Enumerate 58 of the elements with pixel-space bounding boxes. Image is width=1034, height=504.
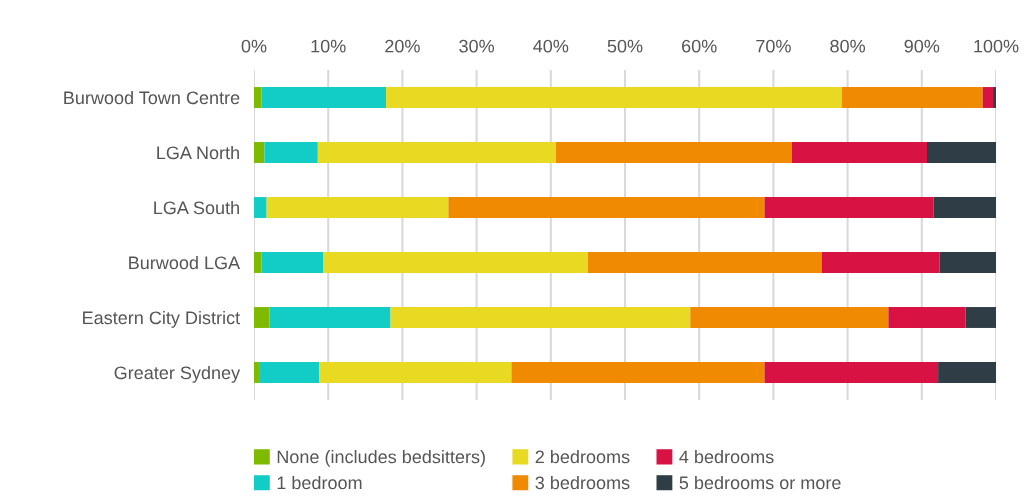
bar bbox=[261, 252, 324, 273]
x-tick-label: 70% bbox=[756, 39, 791, 53]
bar bbox=[841, 87, 983, 108]
bar bbox=[587, 252, 822, 273]
bar bbox=[323, 252, 588, 273]
bar bbox=[555, 142, 792, 163]
legend-label: 3 bedrooms bbox=[535, 475, 630, 490]
x-tick-label: 100% bbox=[974, 39, 1019, 53]
bar bbox=[261, 87, 387, 108]
bar bbox=[938, 362, 996, 383]
bar bbox=[254, 252, 262, 273]
bar bbox=[993, 87, 996, 108]
bar bbox=[254, 362, 260, 383]
y-tick-label: Greater Sydney bbox=[114, 365, 241, 383]
legend-label: 4 bedrooms bbox=[679, 450, 774, 464]
x-tick-label: 90% bbox=[904, 39, 940, 53]
y-tick-label: LGA South bbox=[154, 200, 239, 215]
x-tick-label: 60% bbox=[682, 39, 717, 53]
bar bbox=[926, 142, 996, 163]
bar bbox=[764, 362, 939, 383]
bar bbox=[939, 252, 996, 273]
bar bbox=[390, 307, 691, 328]
bar bbox=[690, 307, 889, 328]
bar bbox=[821, 252, 940, 273]
legend-label: 1 bedroom bbox=[277, 475, 362, 490]
bar bbox=[254, 197, 267, 218]
x-tick-label: 20% bbox=[385, 39, 420, 53]
x-tick-label: 0% bbox=[241, 39, 267, 53]
bar bbox=[764, 197, 934, 218]
x-tick-label: 30% bbox=[459, 39, 495, 53]
bar bbox=[259, 362, 320, 383]
bar bbox=[511, 362, 765, 383]
bar bbox=[266, 197, 449, 218]
bar bbox=[254, 307, 270, 328]
bar bbox=[264, 142, 318, 163]
bar bbox=[319, 362, 512, 383]
legend-label: None (includes bedsitters) bbox=[277, 450, 485, 467]
bar bbox=[888, 307, 966, 328]
x-tick-label: 10% bbox=[311, 39, 346, 53]
y-tick-label: LGA North bbox=[157, 145, 239, 160]
bar bbox=[317, 142, 556, 163]
bar bbox=[965, 307, 996, 328]
bar bbox=[933, 197, 996, 218]
bar bbox=[791, 142, 927, 163]
bar bbox=[448, 197, 765, 218]
y-tick-label: Burwood LGA bbox=[129, 255, 241, 270]
bar bbox=[269, 307, 391, 328]
x-tick-label: 80% bbox=[830, 39, 866, 53]
x-tick-label: 40% bbox=[533, 39, 569, 53]
y-tick-label: Burwood Town Centre bbox=[64, 90, 240, 105]
bar bbox=[254, 87, 262, 108]
legend-label: 5 bedrooms or more bbox=[679, 475, 841, 490]
bar bbox=[386, 87, 842, 108]
y-tick-label: Eastern City District bbox=[83, 310, 240, 328]
bar bbox=[254, 142, 265, 163]
legend-label: 2 bedrooms bbox=[535, 450, 630, 464]
bar bbox=[982, 87, 994, 108]
x-tick-label: 50% bbox=[607, 39, 643, 53]
